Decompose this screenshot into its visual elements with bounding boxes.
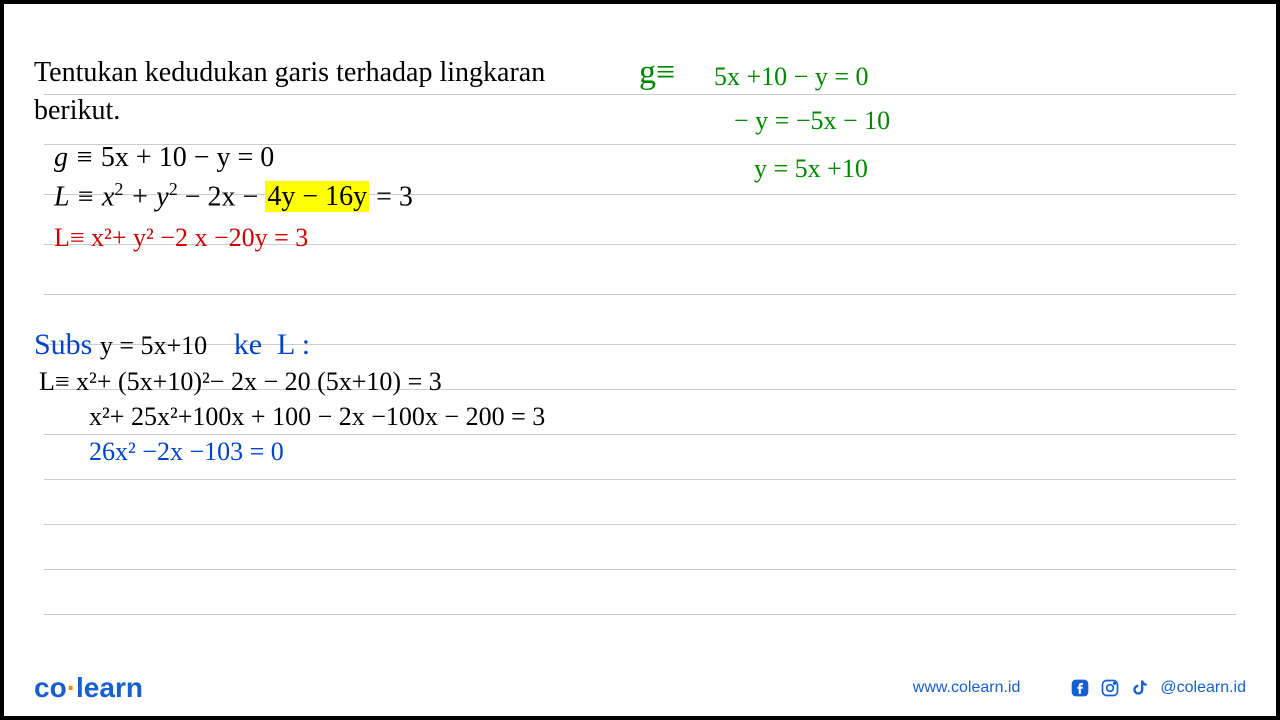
black-line1: L≡ x²+ (5x+10)²− 2x − 20 (5x+10) = 3 [39,367,1246,397]
eq-L-highlight: 4y − 16y [265,181,369,212]
eq-L-end: = 3 [369,181,413,212]
green-line3: y = 5x +10 [754,154,868,184]
logo-co: co [34,672,67,703]
subs-ke: ke L : [211,328,310,361]
problem-line1: Tentukan kedudukan garis terhadap lingka… [34,54,604,92]
eq-L-sup2: 2 [169,179,178,199]
social-handle: @colearn.id [1160,679,1246,697]
eq-L-pre: x [102,181,114,212]
logo-learn: learn [76,672,143,703]
logo-dot: · [67,672,76,703]
green-g-label: g≡ [639,54,675,92]
green-line2: − y = −5x − 10 [734,106,890,136]
subs-eq: y = 5x+10 [100,331,207,360]
eq-L-mid1: + y [123,181,168,212]
eq-g-body: 5x + 10 − y = 0 [101,142,274,173]
tiktok-icon [1130,678,1150,698]
eq-L-prefix: L ≡ [54,181,102,212]
red-equation: L≡ x²+ y² −2 x −20y = 3 [54,223,1246,253]
rule-line [44,614,1236,615]
problem-line2: berikut. [34,92,1246,130]
website-url: www.colearn.id [913,679,1021,697]
rule-line [44,569,1236,570]
rule-line [44,524,1236,525]
green-line1: 5x +10 − y = 0 [714,62,869,92]
subs-label: Subs [34,328,100,361]
footer: co·learn www.colearn.id @colearn.id [34,672,1246,704]
brand-logo: co·learn [34,672,143,704]
rule-line [44,479,1236,480]
facebook-icon [1070,678,1090,698]
instagram-icon [1100,678,1120,698]
content-area: Tentukan kedudukan garis terhadap lingka… [34,54,1246,467]
social-block: www.colearn.id @colearn.id [913,678,1246,698]
equation-g: g ≡ 5x + 10 − y = 0 [54,142,1246,174]
eq-L-mid2: − 2x − [178,181,266,212]
eq-g-prefix: g ≡ [54,142,101,173]
equation-L: L ≡ x2 + y2 − 2x − 4y − 16y = 3 [54,179,1246,213]
black-line2: x²+ 25x²+100x + 100 − 2x −100x − 200 = 3 [89,402,1246,432]
blue-final: 26x² −2x −103 = 0 [89,437,1246,467]
